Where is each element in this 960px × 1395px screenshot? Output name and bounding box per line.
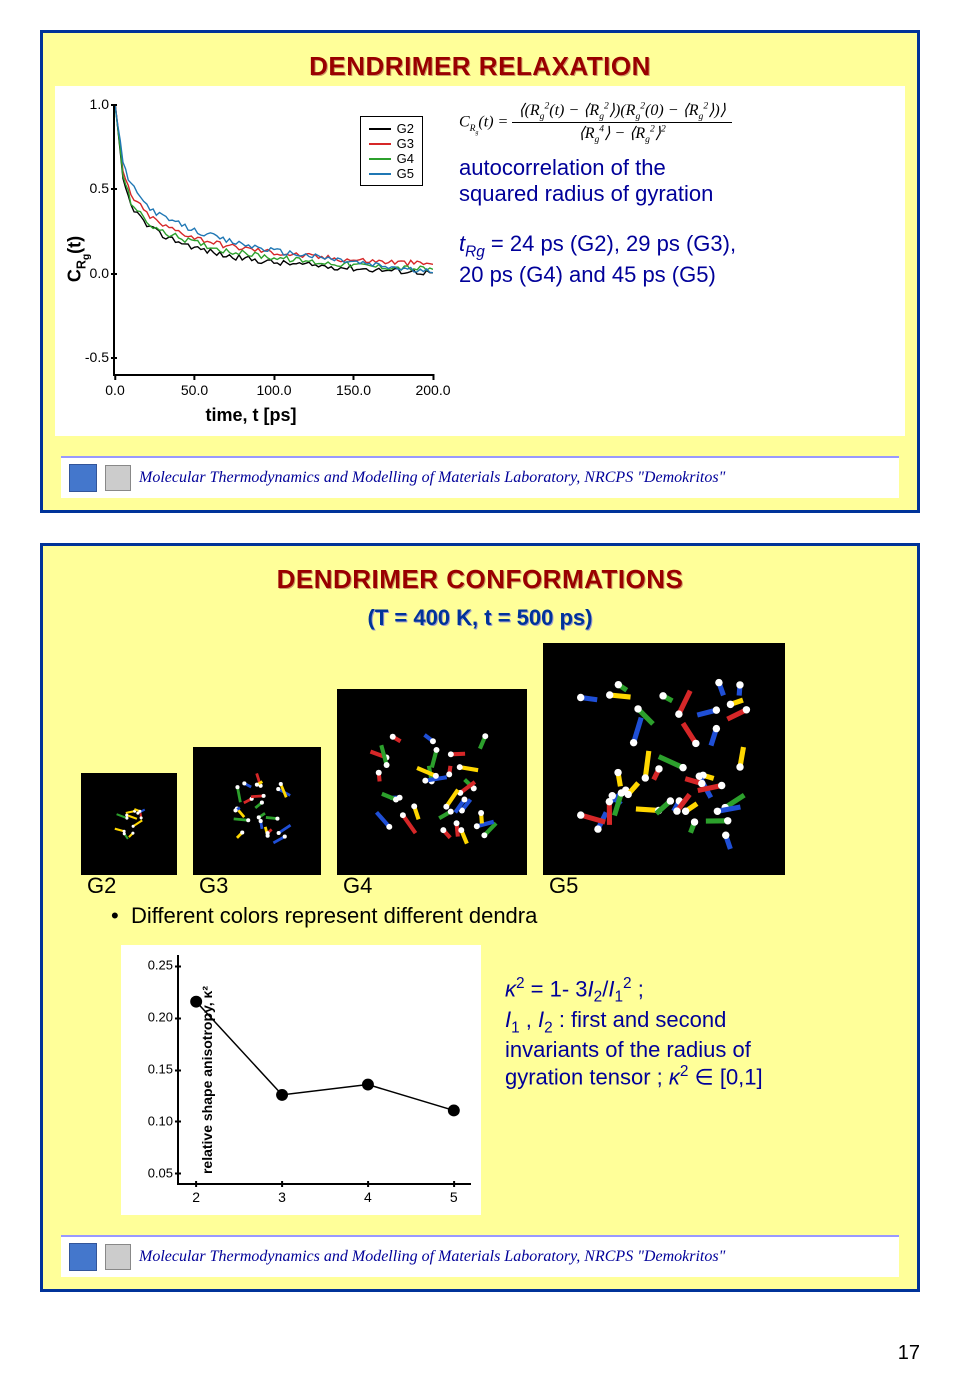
formula-block: CRg(t) = ⟨(Rg2(t) − ⟨Rg2⟩)(Rg2(0) − ⟨Rg2… <box>459 94 895 288</box>
bullet-line: • Different colors represent different d… <box>111 903 899 929</box>
molecule-label-g4: G4 <box>343 873 372 899</box>
footer-text: Molecular Thermodynamics and Modelling o… <box>139 1248 725 1266</box>
chart1-plot-area: G2G3G4G5 -0.50.00.51.00.050.0100.0150.02… <box>113 104 433 376</box>
chart2-plot-area: 0.050.100.150.200.252345 <box>177 955 471 1185</box>
slide2-bottom-row: relative shape anisotropy, κ² 0.050.100.… <box>121 945 899 1215</box>
molecule-g4: G4 <box>337 689 527 875</box>
caption-line1: autocorrelation of the <box>459 155 895 181</box>
slide2-title: DENDRIMER CONFORMATIONS <box>61 564 899 595</box>
annot-line3: invariants of the radius of <box>505 1037 899 1063</box>
anisotropy-chart: relative shape anisotropy, κ² 0.050.100.… <box>121 945 481 1215</box>
molecule-label-g5: G5 <box>549 873 578 899</box>
footer-logo-icon <box>69 1243 97 1271</box>
molecule-label-g3: G3 <box>199 873 228 899</box>
page-number: 17 <box>0 1322 960 1385</box>
slide1-title: DENDRIMER RELAXATION <box>61 51 899 82</box>
annot-line1: κ2 = 1- 3I2/I12 ; <box>505 975 899 1007</box>
footer-portrait-icon <box>105 465 131 491</box>
tau-line1: tRg = 24 ps (G2), 29 ps (G3), <box>459 231 895 261</box>
slide1-body: CRg(t) time, t [ps] G2G3G4G5 -0.50.00.51… <box>55 86 905 436</box>
slide-dendrimer-relaxation: DENDRIMER RELAXATION CRg(t) time, t [ps]… <box>40 30 920 513</box>
annot-line4: gyration tensor ; κ2 ∈ [0,1] <box>505 1063 899 1090</box>
caption-line2: squared radius of gyration <box>459 181 895 207</box>
molecules-row: G2G3G4G5 <box>81 643 899 875</box>
footer-text: Molecular Thermodynamics and Modelling o… <box>139 469 725 487</box>
footer-logo-icon <box>69 464 97 492</box>
chart1-xlabel: time, t [ps] <box>205 405 296 426</box>
molecule-g2: G2 <box>81 773 177 875</box>
slide-dendrimer-conformations: DENDRIMER CONFORMATIONS (T = 400 K, t = … <box>40 543 920 1292</box>
molecule-g5: G5 <box>543 643 785 875</box>
chart2-lines <box>179 955 471 1183</box>
molecule-g3: G3 <box>193 747 321 875</box>
autocorrelation-chart: CRg(t) time, t [ps] G2G3G4G5 -0.50.00.51… <box>61 94 441 424</box>
footer-portrait-icon <box>105 1244 131 1270</box>
annot-line2: I1 , I2 : first and second <box>505 1007 899 1037</box>
slide2-footer: Molecular Thermodynamics and Modelling o… <box>61 1235 899 1277</box>
chart1-legend: G2G3G4G5 <box>360 116 423 186</box>
tau-line2: 20 ps (G4) and 45 ps (G5) <box>459 262 895 288</box>
molecule-label-g2: G2 <box>87 873 116 899</box>
slide2-subtitle: (T = 400 K, t = 500 ps) <box>61 605 899 631</box>
slide1-footer: Molecular Thermodynamics and Modelling o… <box>61 456 899 498</box>
autocorrelation-formula: CRg(t) = ⟨(Rg2(t) − ⟨Rg2⟩)(Rg2(0) − ⟨Rg2… <box>459 100 895 145</box>
anisotropy-annotation: κ2 = 1- 3I2/I12 ; I1 , I2 : first and se… <box>505 945 899 1090</box>
